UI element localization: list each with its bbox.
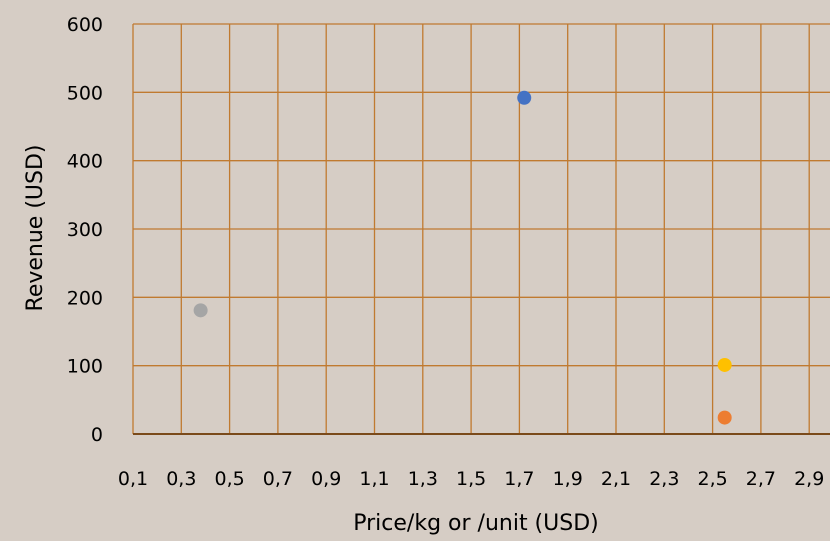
x-tick-label: 2,3 (649, 468, 679, 490)
x-tick-label: 1,1 (359, 468, 389, 490)
y-tick-label: 400 (67, 151, 103, 173)
y-tick-label: 500 (67, 82, 103, 104)
y-tick-labels: 0 100 200 300 400 500 600 (67, 14, 103, 446)
x-tick-label: 2,1 (601, 468, 631, 490)
x-tick-label: 1,3 (408, 468, 438, 490)
x-tick-label: 2,7 (746, 468, 776, 490)
x-tick-label: 1,5 (456, 468, 486, 490)
x-tick-label: 0,1 (118, 468, 148, 490)
y-tick-label: 200 (67, 287, 103, 309)
y-tick-label: 600 (67, 14, 103, 36)
x-tick-label: 1,7 (504, 468, 534, 490)
x-tick-label: 0,9 (311, 468, 341, 490)
x-tick-labels: 0,1 0,3 0,5 0,7 0,9 1,1 1,3 1,5 1,7 1,9 2,1 2,3 2,5 2… (118, 468, 824, 490)
y-tick-label: 100 (67, 356, 103, 378)
y-axis-title: Revenue (USD) (23, 145, 48, 312)
data-point (193, 303, 208, 318)
x-tick-label: 0,5 (214, 468, 244, 490)
y-tick-label: 0 (91, 424, 103, 446)
x-tick-label: 1,9 (553, 468, 583, 490)
x-tick-label: 0,3 (166, 468, 196, 490)
x-tick-label: 2,5 (697, 468, 727, 490)
x-tick-label: 2,9 (794, 468, 824, 490)
data-point (517, 90, 532, 105)
x-axis-title: Price/kg or /unit (USD) (353, 511, 598, 536)
data-point (717, 410, 732, 425)
x-tick-label: 0,7 (263, 468, 293, 490)
data-point (717, 357, 732, 372)
grid (132, 23, 830, 435)
y-tick-label: 300 (67, 219, 103, 241)
data-points (193, 90, 732, 425)
